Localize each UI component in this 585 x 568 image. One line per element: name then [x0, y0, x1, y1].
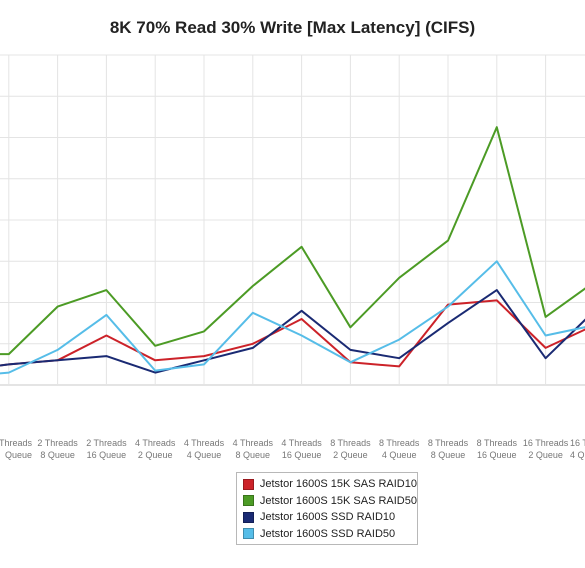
x-tick-label: 8 Queue — [431, 450, 466, 460]
x-tick-label: 4 Threads — [184, 438, 225, 448]
x-tick-label: 4 Queue — [382, 450, 417, 460]
legend-swatch — [243, 495, 254, 507]
x-tick-label: 4 Queue — [187, 450, 222, 460]
x-tick-label: 2 Queue — [528, 450, 563, 460]
x-tick-label: 8 Queue — [236, 450, 271, 460]
x-tick-label: 8 Threads — [428, 438, 469, 448]
x-tick-label: 8 Queue — [40, 450, 75, 460]
x-tick-label: 2 Threads — [86, 438, 127, 448]
legend-swatch — [243, 511, 254, 523]
legend-label: Jetstor 1600S 15K SAS RAID50 — [259, 494, 417, 507]
x-tick-label: 2 Threads — [37, 438, 78, 448]
x-tick-label: 8 Threads — [477, 438, 518, 448]
x-tick-label: 4 Threads — [233, 438, 274, 448]
legend-label: Jetstor 1600S SSD RAID50 — [260, 527, 396, 540]
chart-title: 8K 70% Read 30% Write [Max Latency] (CIF… — [109, 18, 476, 37]
legend-item: Jetstor 1600S 15K SAS RAID50 — [243, 493, 417, 510]
x-tick-label: 4 Q — [570, 450, 585, 460]
x-tick-label: 16 T — [570, 438, 585, 448]
series-line — [0, 289, 585, 374]
x-tick-label: 16 Threads — [523, 438, 569, 448]
legend-label: Jetstor 1600S SSD RAID10 — [260, 511, 396, 524]
legend-label: Jetstor 1600S 15K SAS RAID10 — [259, 478, 417, 491]
legend-swatch — [243, 478, 254, 490]
legend-swatch — [243, 528, 254, 540]
x-tick-label: 8 Threads — [379, 438, 420, 448]
x-tick-label: 16 Queue — [87, 450, 127, 460]
legend-item: Jetstor 1600S 15K SAS RAID10 — [243, 476, 417, 493]
x-tick-label: 4 Threads — [281, 438, 322, 448]
x-tick-label: 8 Threads — [330, 438, 371, 448]
x-tick-label: Threads — [0, 438, 32, 448]
legend: Jetstor 1600S 15K SAS RAID10 Jetstor 1600… — [236, 472, 418, 545]
legend-item: Jetstor 1600S SSD RAID10 — [243, 509, 417, 526]
legend-item: Jetstor 1600S SSD RAID50 — [243, 526, 417, 543]
x-tick-label: Queue — [5, 450, 32, 460]
series-line — [0, 299, 585, 368]
x-tick-label: 2 Queue — [138, 450, 173, 460]
x-tick-label: 16 Queue — [477, 450, 517, 460]
plot-area: Threads Queue 2 Threads 8 Queue 2 Threads 16 … — [0, 54, 585, 460]
series-line — [0, 126, 585, 356]
series-line — [0, 260, 585, 375]
x-tick-label: 16 Queue — [282, 450, 322, 460]
x-tick-label: 2 Queue — [333, 450, 368, 460]
x-tick-label: 4 Threads — [135, 438, 176, 448]
